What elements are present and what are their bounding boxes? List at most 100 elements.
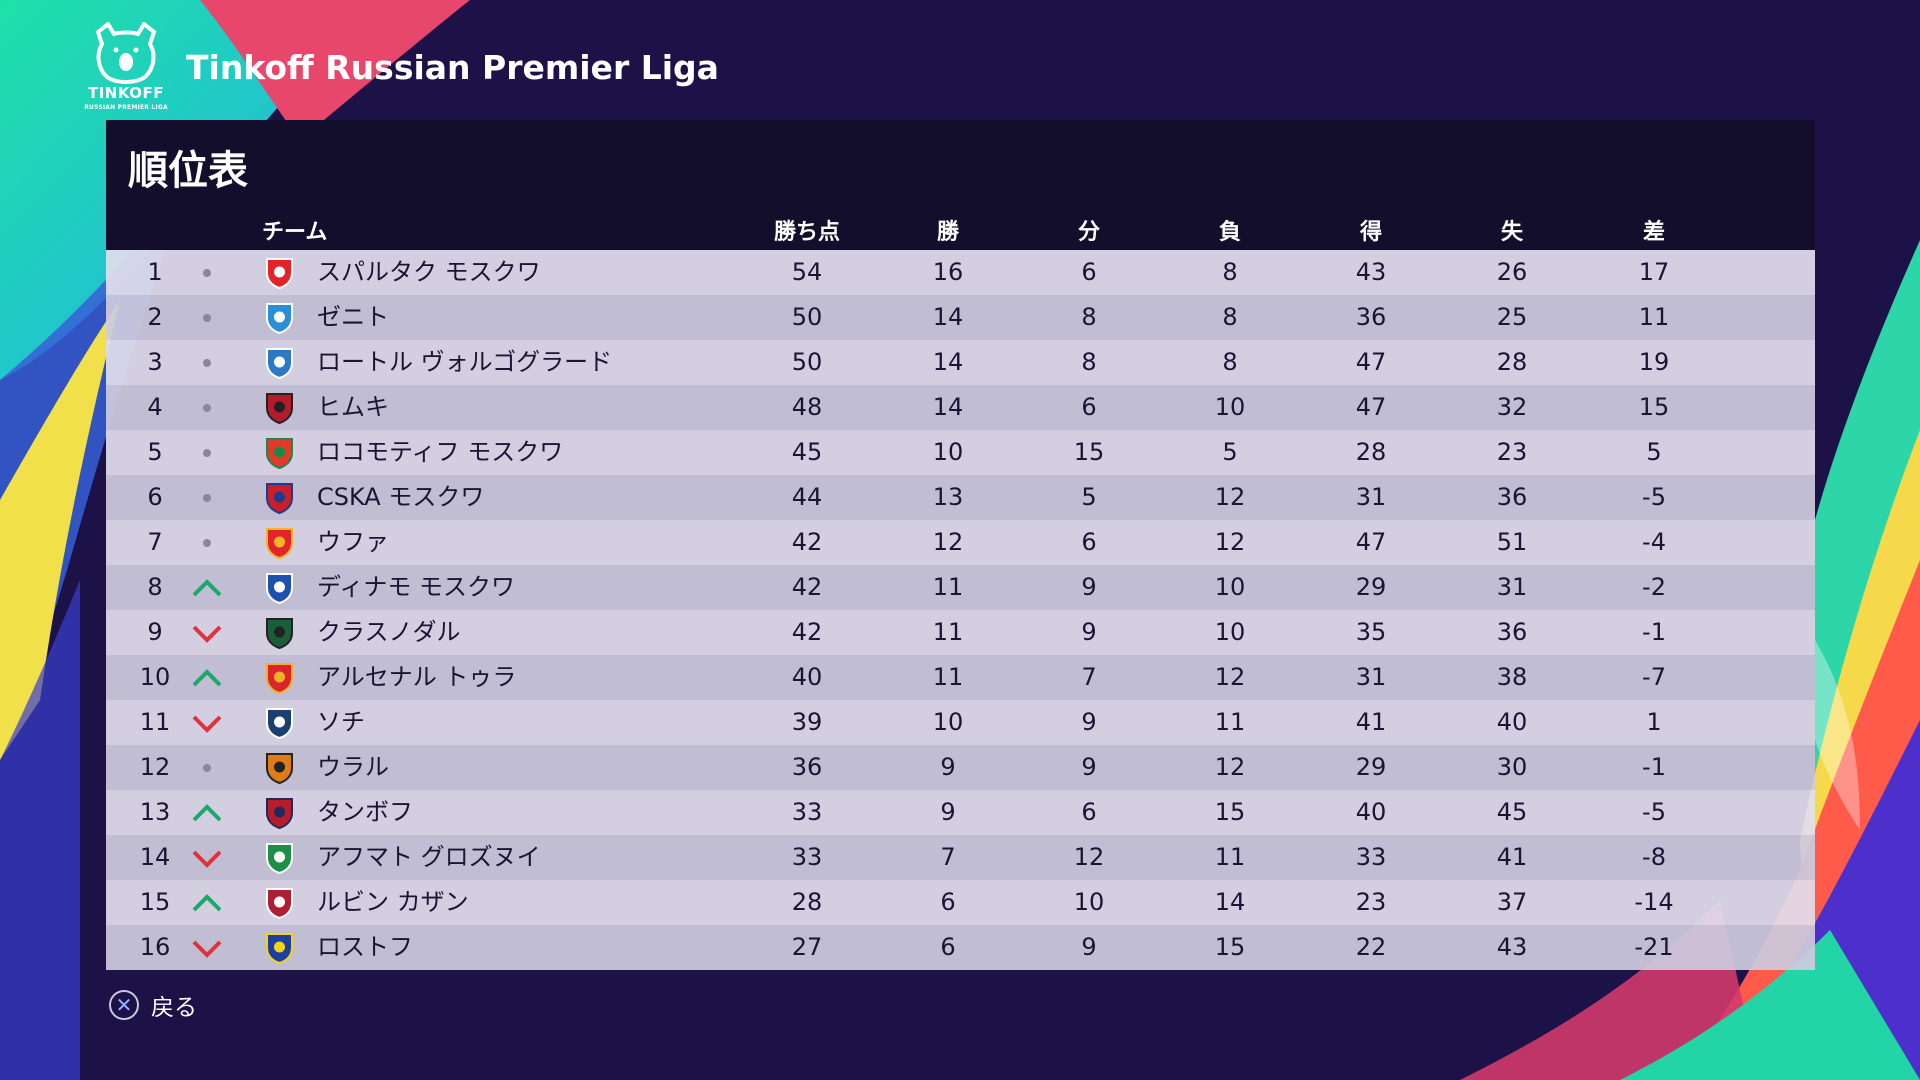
table-row[interactable]: 10 アルセナル トゥラ 40 11 7 12 31 38 -7 [106,655,1815,700]
goals-for-cell: 31 [1355,483,1387,511]
points-cell: 40 [791,663,823,691]
table-row[interactable]: 11 ソチ 39 10 9 11 41 40 1 [106,700,1815,745]
team-name: ロストフ [317,933,413,961]
khimki-crest-icon [266,393,293,425]
table-row[interactable]: 1 スパルタク モスクワ 54 16 6 8 43 26 17 [106,250,1815,295]
points-cell: 50 [791,303,823,331]
table-row[interactable]: 3 ロートル ヴォルゴグラード 50 14 8 8 47 28 19 [106,340,1815,385]
back-action[interactable]: ✕ 戻る [109,988,197,1022]
draws-cell: 9 [1081,573,1097,601]
points-cell: 45 [791,438,823,466]
losses-cell: 5 [1222,438,1238,466]
points-cell: 33 [791,798,823,826]
goals-against-cell: 25 [1496,303,1528,331]
goals-against-cell: 31 [1496,573,1528,601]
wins-cell: 9 [940,798,956,826]
rank-cell: 11 [139,708,171,736]
trend-up-icon [192,804,222,822]
krasnodar-crest-icon [266,618,293,650]
trend-same-icon [203,314,211,322]
wins-cell: 16 [932,258,964,286]
rotor-crest-icon [266,348,293,380]
goal-diff-cell: -5 [1642,483,1666,511]
goal-diff-cell: 5 [1646,438,1662,466]
points-cell: 42 [791,528,823,556]
ufa-crest-icon [266,528,293,560]
goals-against-cell: 45 [1496,798,1528,826]
team-name: ゼニト [317,303,389,331]
column-header-goals-against: 失 [1500,220,1524,245]
akhmat-crest-icon [266,843,293,875]
goals-for-cell: 29 [1355,753,1387,781]
points-cell: 27 [791,933,823,961]
table-row[interactable]: 15 ルビン カザン 28 6 10 14 23 37 -14 [106,880,1815,925]
draws-cell: 9 [1081,618,1097,646]
wins-cell: 10 [932,708,964,736]
goal-diff-cell: 11 [1638,303,1670,331]
points-cell: 39 [791,708,823,736]
table-row[interactable]: 7 ウファ 42 12 6 12 47 51 -4 [106,520,1815,565]
team-name: ディナモ モスクワ [317,573,515,601]
column-header-wins: 勝 [936,220,960,245]
spartak-crest-icon [266,258,293,290]
goals-for-cell: 47 [1355,393,1387,421]
bear-logo-icon [95,22,157,84]
goal-diff-cell: 1 [1646,708,1662,736]
column-header-goals-for: 得 [1359,220,1383,245]
table-row[interactable]: 5 ロコモティフ モスクワ 45 10 15 5 28 23 5 [106,430,1815,475]
cross-button-icon[interactable]: ✕ [109,990,139,1020]
goal-diff-cell: -1 [1642,753,1666,781]
goal-diff-cell: 15 [1638,393,1670,421]
rank-cell: 6 [147,483,163,511]
wins-cell: 9 [940,753,956,781]
rubin-crest-icon [266,888,293,920]
zenit-crest-icon [266,303,293,335]
table-row[interactable]: 4 ヒムキ 48 14 6 10 47 32 15 [106,385,1815,430]
team-name: ウラル [317,753,389,781]
losses-cell: 10 [1214,393,1246,421]
rank-cell: 13 [139,798,171,826]
column-header-points: 勝ち点 [773,220,841,245]
rostov-crest-icon [266,933,293,965]
table-row[interactable]: 9 クラスノダル 42 11 9 10 35 36 -1 [106,610,1815,655]
table-row[interactable]: 6 CSKA モスクワ 44 13 5 12 31 36 -5 [106,475,1815,520]
team-name: アフマト グロズヌイ [317,843,541,871]
losses-cell: 10 [1214,618,1246,646]
rank-cell: 14 [139,843,171,871]
points-cell: 48 [791,393,823,421]
goals-for-cell: 22 [1355,933,1387,961]
goals-against-cell: 36 [1496,618,1528,646]
draws-cell: 5 [1081,483,1097,511]
losses-cell: 11 [1214,708,1246,736]
table-row[interactable]: 14 アフマト グロズヌイ 33 7 12 11 33 41 -8 [106,835,1815,880]
points-cell: 42 [791,618,823,646]
draws-cell: 9 [1081,708,1097,736]
standings-panel: 順位表 チーム 勝ち点 勝 分 負 得 失 差 1 スパルタク モスクワ 54 16 6… [106,120,1815,970]
wins-cell: 12 [932,528,964,556]
draws-cell: 6 [1081,258,1097,286]
table-row[interactable]: 13 タンボフ 33 9 6 15 40 45 -5 [106,790,1815,835]
trend-up-icon [192,579,222,597]
goals-for-cell: 36 [1355,303,1387,331]
table-row[interactable]: 16 ロストフ 27 6 9 15 22 43 -21 [106,925,1815,970]
draws-cell: 6 [1081,798,1097,826]
draws-cell: 8 [1081,303,1097,331]
goals-against-cell: 38 [1496,663,1528,691]
table-row[interactable]: 12 ウラル 36 9 9 12 29 30 -1 [106,745,1815,790]
losses-cell: 8 [1222,348,1238,376]
league-logo: TINKOFF RUSSIAN PREMIER LIGA [80,22,172,118]
table-row[interactable]: 2 ゼニト 50 14 8 8 36 25 11 [106,295,1815,340]
losses-cell: 12 [1214,528,1246,556]
table-row[interactable]: 8 ディナモ モスクワ 42 11 9 10 29 31 -2 [106,565,1815,610]
rank-cell: 8 [147,573,163,601]
draws-cell: 15 [1073,438,1105,466]
goals-against-cell: 37 [1496,888,1528,916]
goals-for-cell: 29 [1355,573,1387,601]
team-name: タンボフ [317,798,413,826]
goals-against-cell: 23 [1496,438,1528,466]
goals-for-cell: 43 [1355,258,1387,286]
rank-cell: 10 [139,663,171,691]
points-cell: 42 [791,573,823,601]
goals-for-cell: 35 [1355,618,1387,646]
losses-cell: 10 [1214,573,1246,601]
